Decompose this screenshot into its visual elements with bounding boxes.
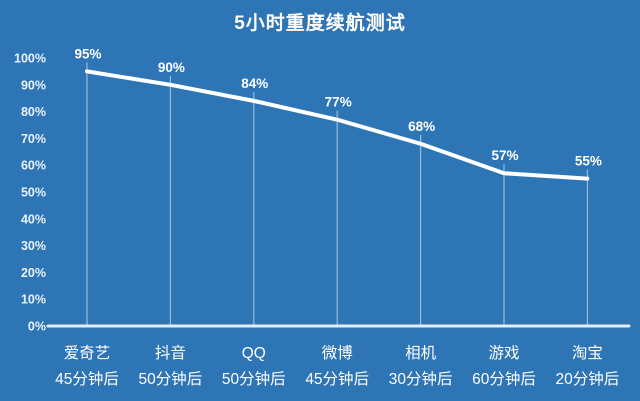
x-category-label: 相机 <box>405 344 437 362</box>
x-category-label: 抖音 <box>155 344 186 362</box>
x-duration-label: 50分钟后 <box>222 370 286 388</box>
x-duration-label: 45分钟后 <box>55 370 119 388</box>
chart-title: 5小时重度续航测试 <box>234 13 406 34</box>
y-tick-label: 100% <box>14 52 46 66</box>
x-duration-label: 60分钟后 <box>472 370 536 388</box>
y-tick-label: 90% <box>21 78 46 92</box>
x-duration-label: 20分钟后 <box>556 370 620 388</box>
x-duration-label: 45分钟后 <box>305 370 369 388</box>
x-category-label: 游戏 <box>488 344 519 362</box>
data-point-label: 84% <box>241 76 268 91</box>
y-tick-label: 20% <box>21 266 46 280</box>
y-tick-label: 50% <box>21 186 46 200</box>
y-tick-label: 30% <box>21 239 46 253</box>
data-point-label: 77% <box>325 95 352 110</box>
x-category-label: 淘宝 <box>572 344 603 362</box>
battery-series-line <box>85 69 590 181</box>
x-duration-label: 30分钟后 <box>389 370 453 388</box>
y-tick-label: 60% <box>21 159 46 173</box>
data-point-label: 68% <box>408 119 435 134</box>
y-tick-label: 70% <box>21 132 46 146</box>
data-point-label: 90% <box>158 60 185 75</box>
data-point-label: 57% <box>491 148 518 163</box>
data-point-label: 55% <box>575 154 602 169</box>
y-tick-label: 0% <box>28 320 46 334</box>
data-point-label: 95% <box>74 46 101 61</box>
y-tick-label: 80% <box>21 105 46 119</box>
y-tick-label: 40% <box>21 212 46 226</box>
y-tick-label: 10% <box>21 293 46 307</box>
x-category-label: 微博 <box>322 344 353 362</box>
x-category-label: QQ <box>242 345 266 362</box>
x-category-label: 爱奇艺 <box>64 344 111 362</box>
x-duration-label: 50分钟后 <box>139 370 203 388</box>
